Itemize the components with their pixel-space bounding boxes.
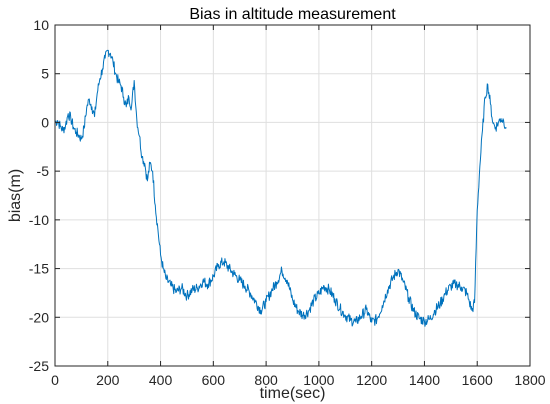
y-tick-label: 0: [41, 114, 49, 130]
grid: [55, 25, 530, 366]
y-tick-label: 10: [33, 17, 49, 33]
x-tick-label: 0: [51, 372, 59, 388]
series-layer: [54, 49, 507, 327]
y-tick-label: -25: [29, 358, 49, 374]
x-tick-label: 1200: [356, 372, 387, 388]
y-tick-label: -10: [29, 212, 49, 228]
x-tick-label: 600: [202, 372, 226, 388]
x-tick-label: 1800: [514, 372, 545, 388]
x-tick-label: 400: [149, 372, 173, 388]
x-axis-title: time(sec): [260, 385, 326, 402]
x-tick-label: 800: [254, 372, 278, 388]
axis-ticks: [54, 24, 531, 367]
x-tick-label: 1400: [409, 372, 440, 388]
series-line-0: [54, 49, 507, 327]
x-tick-label: 200: [96, 372, 120, 388]
x-tick-label: 1600: [462, 372, 493, 388]
y-tick-label: 5: [41, 66, 49, 82]
y-tick-label: -15: [29, 261, 49, 277]
y-tick-label: -20: [29, 309, 49, 325]
x-tick-label: 1000: [303, 372, 334, 388]
y-tick-labels: -25 -20 -15 -10 -5 0 5 10: [29, 17, 49, 374]
y-axis-title: bias(m): [7, 169, 24, 222]
plot-frame: [54, 24, 531, 367]
chart-title: Bias in altitude measurement: [189, 6, 396, 23]
x-tick-labels: 0 200 400 600 800 1000 1200 1400 1600 1800: [51, 372, 546, 388]
y-tick-label: -5: [37, 163, 50, 179]
